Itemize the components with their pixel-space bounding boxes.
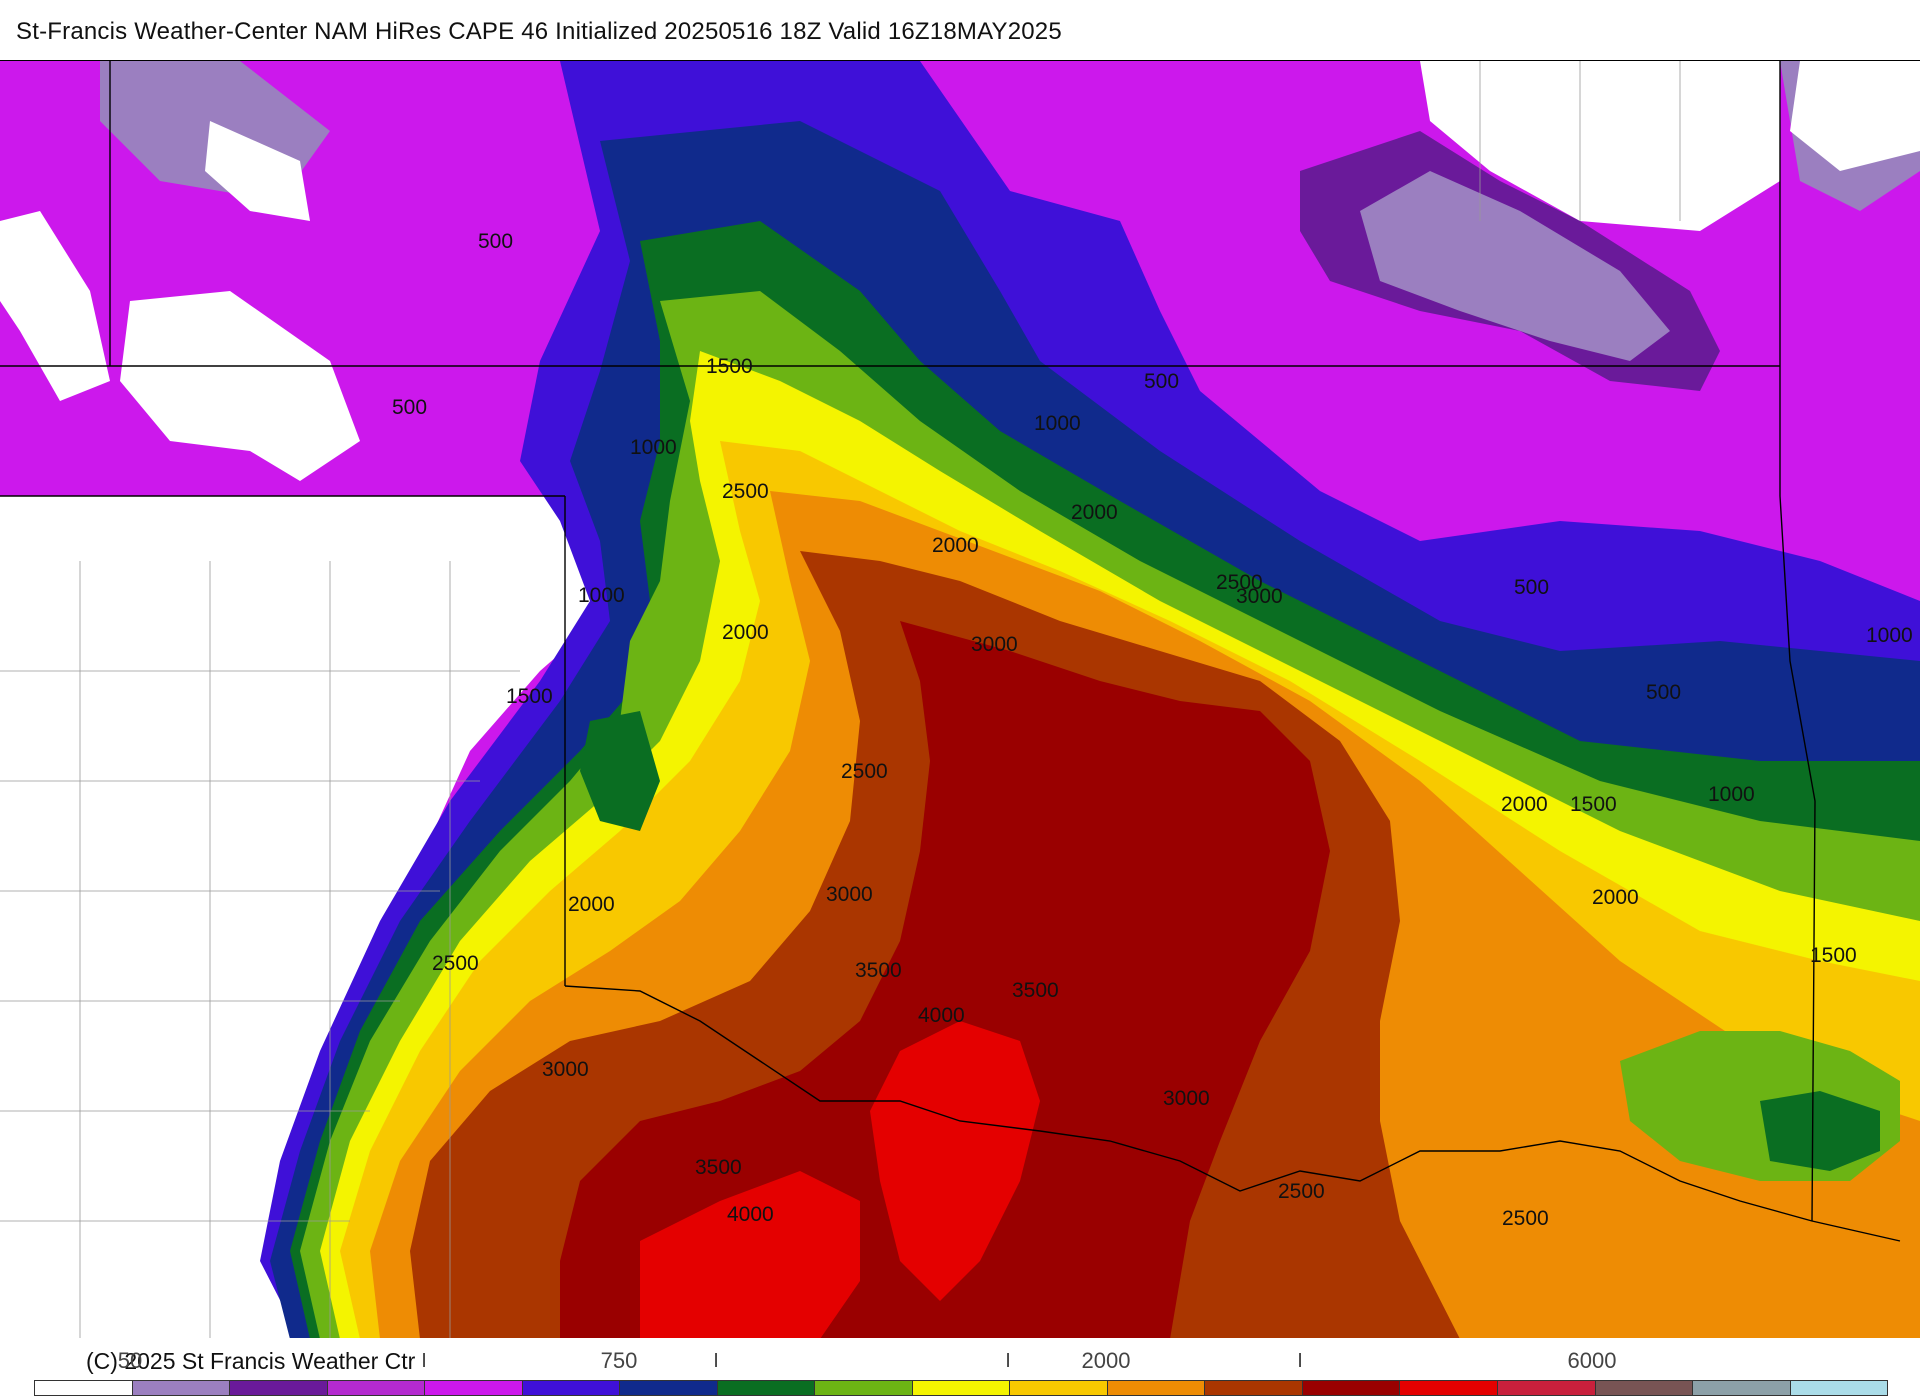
legend-swatch xyxy=(1010,1381,1108,1395)
legend-swatch xyxy=(1400,1381,1498,1395)
band-0-nw-3 xyxy=(120,291,360,481)
contour-label: 1000 xyxy=(1708,783,1755,806)
legend-swatch xyxy=(132,1381,231,1395)
legend-label-2000: 2000 xyxy=(1081,1348,1131,1373)
contour-label: 3500 xyxy=(695,1156,742,1179)
border-line xyxy=(1779,495,1816,1222)
legend-swatch xyxy=(717,1381,816,1395)
contour-label: 1000 xyxy=(1866,624,1913,647)
contour-label: 2000 xyxy=(1071,501,1118,524)
band-50-ne xyxy=(1360,171,1670,361)
contour-label: 2000 xyxy=(568,893,615,916)
contour-labels: 500 500 500 500 500 1000 1000 1000 1000 … xyxy=(392,230,1913,1230)
legend-tick: I xyxy=(713,1350,719,1372)
cape-map-svg: 500 500 500 500 500 1000 1000 1000 1000 … xyxy=(0,61,1920,1339)
contour-label: 1500 xyxy=(706,355,753,378)
legend-swatch xyxy=(1595,1381,1694,1395)
county-lines xyxy=(0,61,1681,1339)
contour-label: 1000 xyxy=(578,584,625,607)
band-3500 xyxy=(560,621,1330,1339)
band-0-west xyxy=(0,496,680,1339)
band-0-nw-1 xyxy=(205,121,310,221)
contour-label: 3500 xyxy=(855,959,902,982)
contour-label: 1500 xyxy=(1570,793,1617,816)
contour-label: 3000 xyxy=(1236,585,1283,608)
contour-label: 2000 xyxy=(1501,793,1548,816)
map-title: St-Francis Weather-Center NAM HiRes CAPE… xyxy=(16,18,1062,45)
legend-swatch xyxy=(327,1381,426,1395)
contour-label: 3500 xyxy=(1012,979,1059,1002)
legend-swatch xyxy=(35,1381,133,1395)
legend-label-6000: 6000 xyxy=(1567,1348,1617,1373)
contour-label: 4000 xyxy=(727,1203,774,1226)
contour-label: 2500 xyxy=(432,952,479,975)
contour-label: 2500 xyxy=(841,760,888,783)
legend-colorbar xyxy=(34,1380,1888,1396)
boundaries xyxy=(0,61,1901,1242)
contour-label: 1000 xyxy=(630,436,677,459)
legend-tick: I xyxy=(421,1350,427,1372)
legend-label-50: 50 xyxy=(117,1348,143,1373)
legend-swatch xyxy=(1497,1381,1596,1395)
legend-swatch xyxy=(1790,1381,1888,1395)
legend-tick: I xyxy=(1297,1350,1303,1372)
legend-swatch xyxy=(912,1381,1011,1395)
contour-label: 500 xyxy=(1144,370,1179,393)
contour-label: 500 xyxy=(1646,681,1681,704)
contour-label: 2500 xyxy=(1502,1207,1549,1230)
river-line xyxy=(564,985,1901,1242)
contour-label: 3000 xyxy=(1163,1087,1210,1110)
cape-map[interactable]: 500 500 500 500 500 1000 1000 1000 1000 … xyxy=(0,60,1920,1339)
band-4000-b xyxy=(640,1171,860,1339)
legend-swatch xyxy=(522,1381,621,1395)
contour-label: 4000 xyxy=(918,1004,965,1027)
contour-label: 2000 xyxy=(1592,886,1639,909)
contour-label: 2000 xyxy=(722,621,769,644)
band-0-ne-1 xyxy=(1420,61,1780,231)
legend-swatch xyxy=(815,1381,913,1395)
contour-label: 500 xyxy=(478,230,513,253)
contour-label: 2000 xyxy=(932,534,979,557)
contour-label: 3000 xyxy=(542,1058,589,1081)
legend-swatch xyxy=(1107,1381,1206,1395)
legend-swatch xyxy=(1693,1381,1791,1395)
legend-swatch xyxy=(425,1381,523,1395)
contour-label: 2500 xyxy=(1278,1180,1325,1203)
legend-swatch xyxy=(1302,1381,1401,1395)
band-4000-a xyxy=(870,1021,1040,1301)
contour-label: 500 xyxy=(1514,576,1549,599)
contour-label: 2500 xyxy=(722,480,769,503)
legend-swatch xyxy=(230,1381,328,1395)
legend-label-750: 750 xyxy=(600,1348,638,1373)
band-1250-w xyxy=(580,711,660,831)
band-0-nw-2 xyxy=(0,211,110,401)
legend-swatch xyxy=(620,1381,718,1395)
contour-label: 1500 xyxy=(506,685,553,708)
band-0-ne-2 xyxy=(1790,61,1920,171)
legend-footer: (C) 2025 St Francis Weather Ctr 50 I 750… xyxy=(0,1338,1920,1400)
contour-label: 1500 xyxy=(1810,944,1857,967)
contour-label: 3000 xyxy=(826,883,873,906)
band-1250-se xyxy=(1760,1091,1880,1171)
copyright-text: (C) 2025 St Francis Weather Ctr xyxy=(86,1348,416,1374)
legend-tick: I xyxy=(1005,1350,1011,1372)
contour-label: 500 xyxy=(392,396,427,419)
contour-label: 2500 xyxy=(1216,571,1263,594)
title-bar: St-Francis Weather-Center NAM HiRes CAPE… xyxy=(0,0,1920,60)
contour-label: 1000 xyxy=(1034,412,1081,435)
legend-swatch xyxy=(1205,1381,1303,1395)
contour-label: 3000 xyxy=(971,633,1018,656)
